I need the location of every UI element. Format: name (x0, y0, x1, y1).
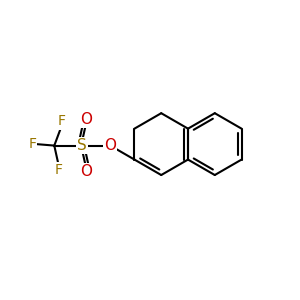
Text: S: S (77, 138, 87, 153)
Text: F: F (58, 114, 66, 128)
Text: O: O (104, 138, 116, 153)
Text: F: F (28, 137, 36, 151)
Text: F: F (55, 163, 63, 177)
Text: O: O (80, 164, 92, 179)
Text: O: O (80, 112, 92, 127)
